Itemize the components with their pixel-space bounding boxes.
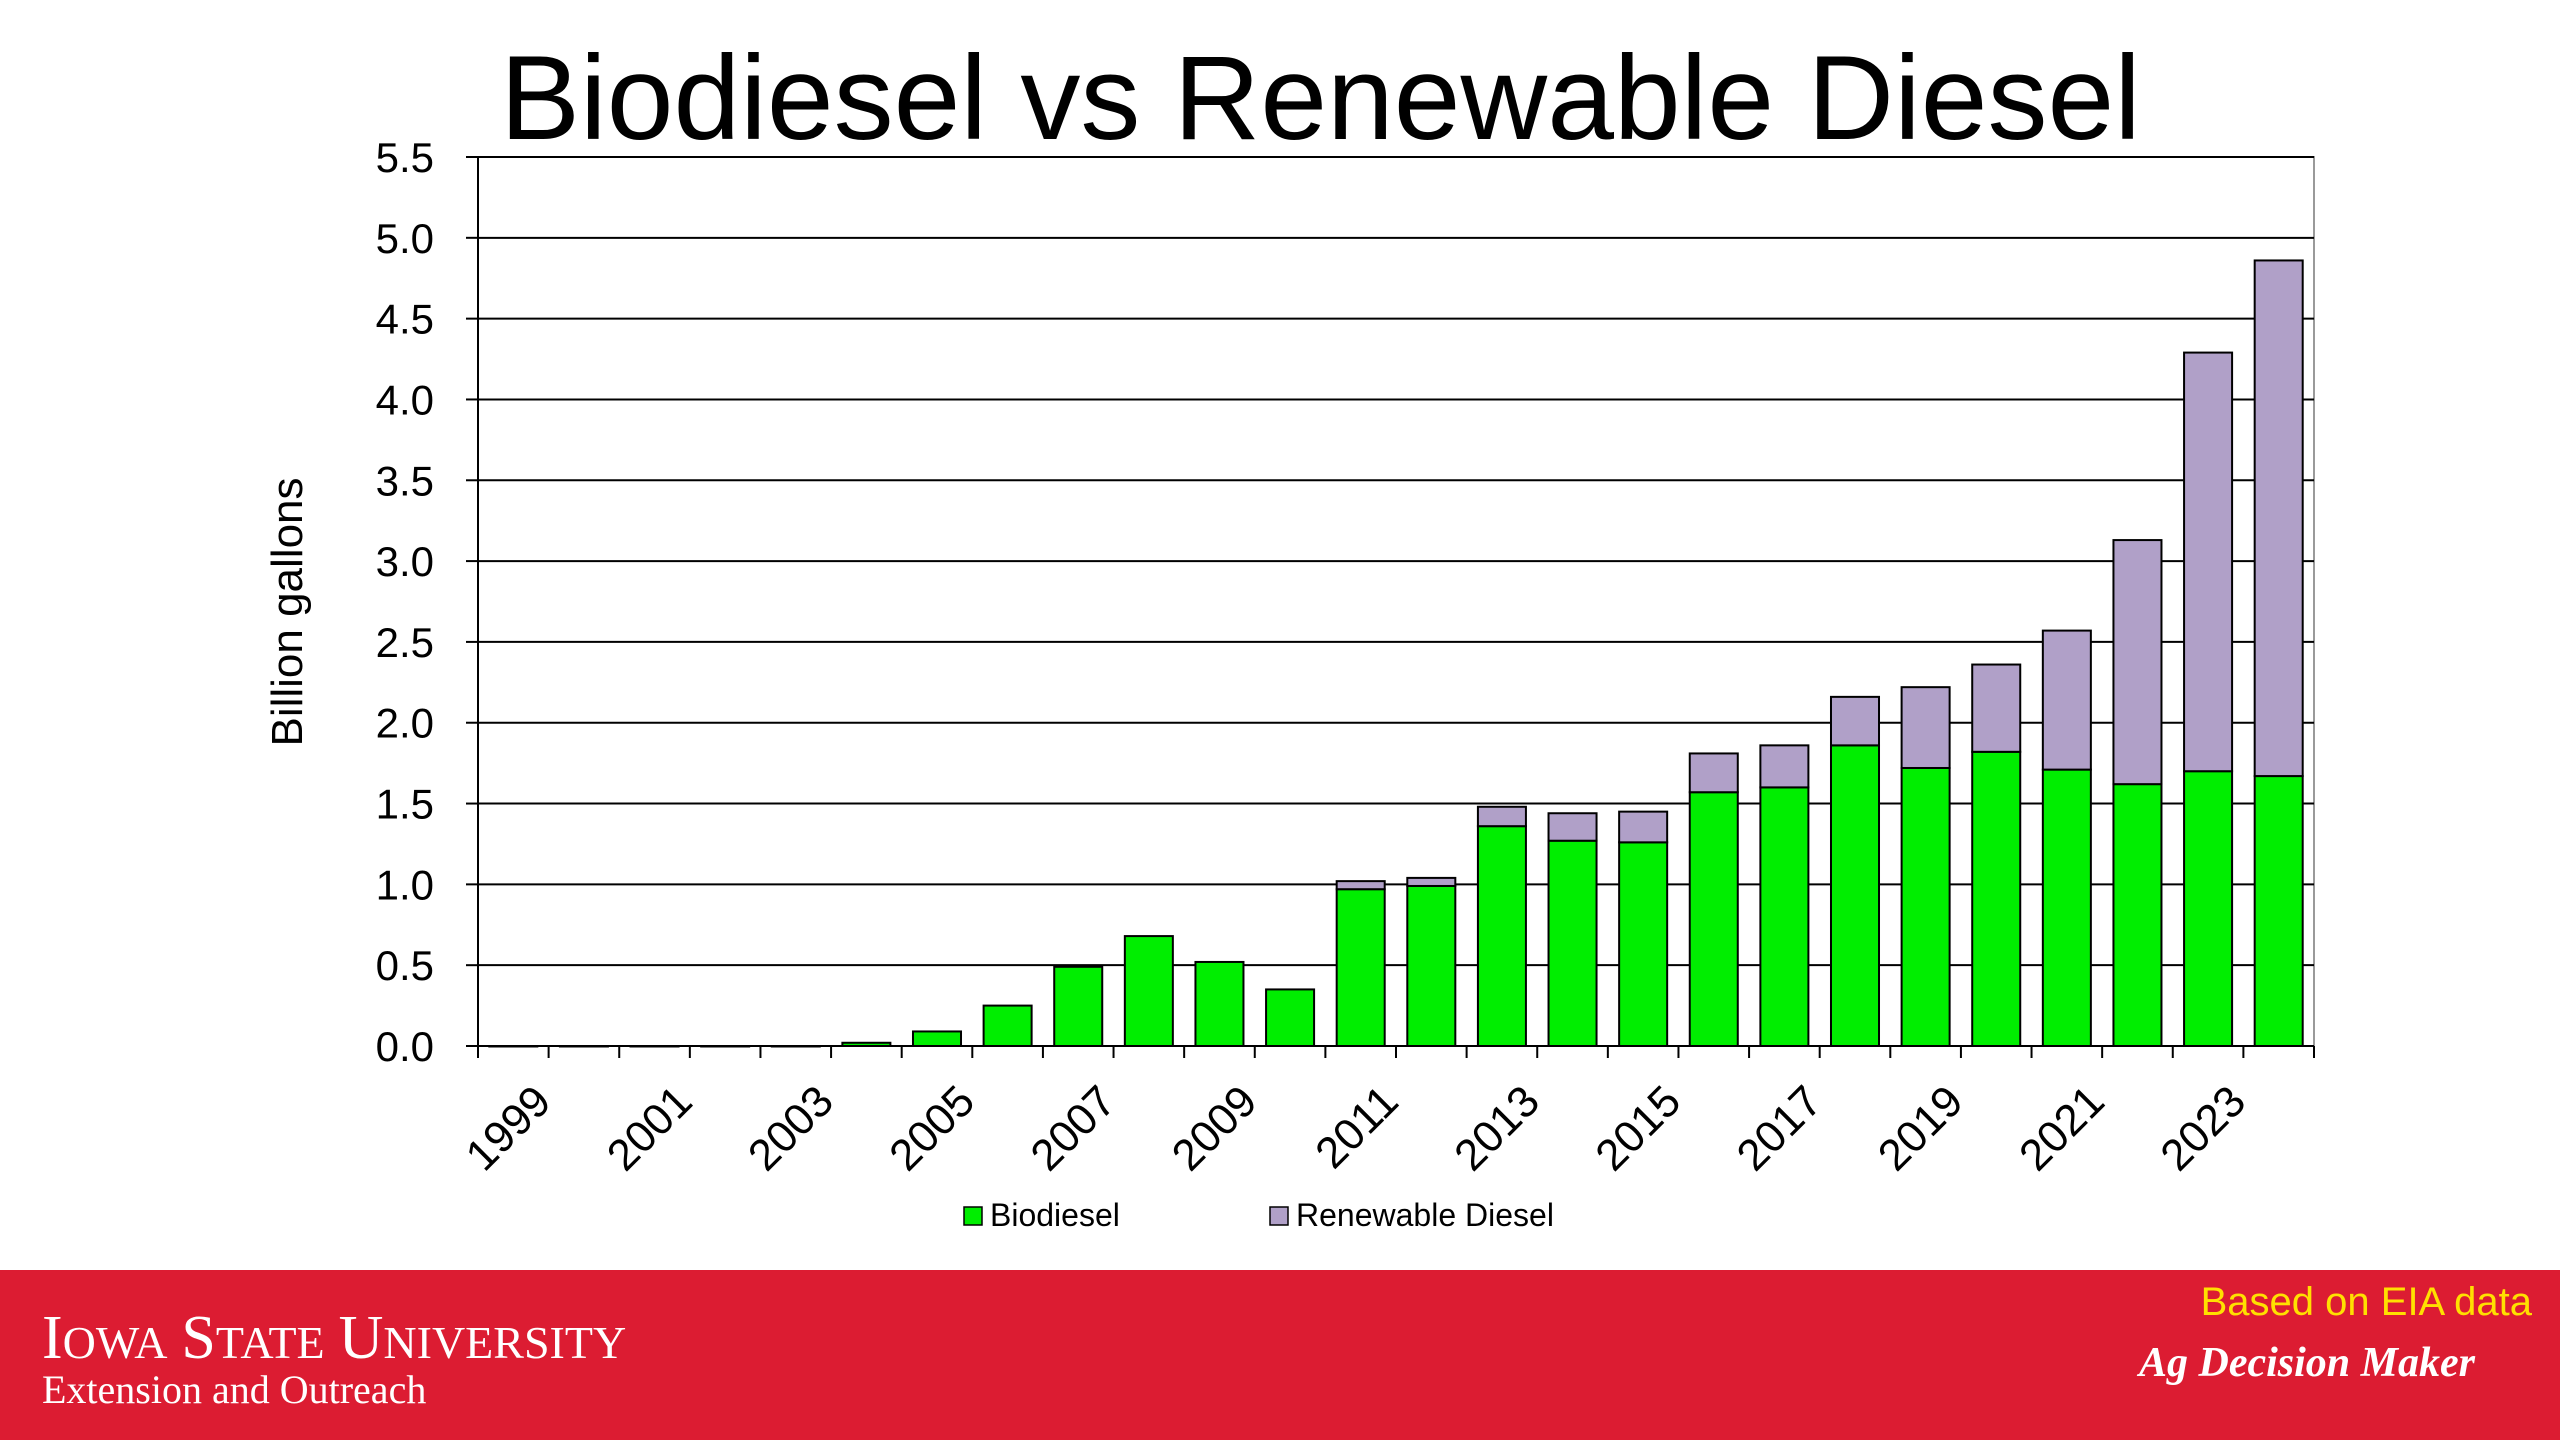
x-tick-label: 2009 xyxy=(1163,1076,1267,1180)
x-tick-label: 2005 xyxy=(880,1076,984,1180)
y-tick-label: 5.0 xyxy=(376,215,434,262)
bar-biodiesel-2024 xyxy=(2253,775,2304,1047)
legend-label-biodiesel: Biodiesel xyxy=(990,1197,1120,1233)
source-note: Based on EIA data xyxy=(2200,1280,2532,1324)
bar-group xyxy=(488,259,2304,1048)
y-tick-label: 0.5 xyxy=(376,942,434,989)
bar-biodiesel-2017 xyxy=(1759,786,1810,1048)
axes xyxy=(466,156,2315,1058)
bar-biodiesel-2018 xyxy=(1829,744,1881,1048)
bar-renewable-diesel-2022 xyxy=(2112,539,2163,786)
y-tick-label: 3.5 xyxy=(376,457,434,504)
org-name: IOWA STATE UNIVERSITY xyxy=(42,1304,627,1373)
footer-bar: IOWA STATE UNIVERSITY Extension and Outr… xyxy=(0,1270,2560,1440)
bar-biodiesel-2021 xyxy=(2041,768,2092,1047)
stacked-bar-chart: 0.0 0.5 1.0 1.5 2.0 2.5 3.0 3.5 4.0 4.5 5.0 5.5 199… xyxy=(263,134,2315,1233)
x-tick-label: 2017 xyxy=(1728,1076,1832,1180)
org-name-text: IOWA STATE UNIVERSITY xyxy=(42,1304,627,1372)
bar-biodiesel-2010 xyxy=(1265,988,1316,1047)
y-tick-label: 1.0 xyxy=(376,861,434,908)
y-tick-label: 1.5 xyxy=(376,781,434,828)
legend: Biodiesel Renewable Diesel xyxy=(963,1197,1554,1233)
bar-renewable-diesel-2016 xyxy=(1688,752,1739,794)
x-tick-label: 1999 xyxy=(457,1076,561,1180)
bar-renewable-diesel-2023 xyxy=(2183,351,2234,773)
bar-renewable-diesel-2018 xyxy=(1829,695,1881,747)
x-tick-label: 2013 xyxy=(1445,1076,1549,1180)
bar-biodiesel-2013 xyxy=(1476,825,1527,1048)
bar-biodiesel-2006 xyxy=(982,1004,1033,1047)
y-tick-label: 2.5 xyxy=(376,619,434,666)
brand-name: Ag Decision Maker xyxy=(2139,1340,2475,1386)
y-tick-label: 3.0 xyxy=(376,538,434,585)
bar-renewable-diesel-2019 xyxy=(1900,686,1951,769)
bar-renewable-diesel-2012 xyxy=(1406,876,1457,887)
slide-title: Biodiesel vs Renewable Diesel xyxy=(500,31,2141,165)
x-tick-label: 2007 xyxy=(1021,1076,1125,1180)
plot-frame xyxy=(477,156,2315,1047)
y-tick-label: 0.0 xyxy=(376,1023,434,1070)
legend-swatch-biodiesel xyxy=(963,1206,983,1226)
bar-biodiesel-2016 xyxy=(1688,791,1739,1047)
bar-biodiesel-2009 xyxy=(1194,960,1245,1048)
bar-biodiesel-2019 xyxy=(1900,766,1951,1048)
bar-biodiesel-2023 xyxy=(2183,770,2234,1048)
x-tick-label: 2015 xyxy=(1586,1076,1690,1180)
bar-renewable-diesel-2021 xyxy=(2041,629,2092,771)
org-subtitle: Extension and Outreach xyxy=(42,1367,427,1412)
x-tick-label: 2001 xyxy=(598,1076,702,1180)
y-tick-label: 5.5 xyxy=(376,134,434,181)
x-tick-label: 2023 xyxy=(2151,1076,2255,1180)
bar-renewable-diesel-2024 xyxy=(2253,259,2304,778)
bar-renewable-diesel-2017 xyxy=(1759,744,1810,789)
x-tick-label: 2019 xyxy=(1869,1076,1973,1180)
y-axis-label: Billion gallons xyxy=(263,477,312,746)
bar-renewable-diesel-2020 xyxy=(1971,663,2022,753)
x-tick-labels: 1999 2001 2003 2005 2007 2009 2011 2013 2015 2017… xyxy=(457,1076,2256,1180)
x-tick-label: 2011 xyxy=(1306,1076,1408,1178)
bar-biodiesel-2011 xyxy=(1335,888,1386,1047)
bar-biodiesel-2007 xyxy=(1053,965,1104,1047)
y-tick-labels: 0.0 0.5 1.0 1.5 2.0 2.5 3.0 3.5 4.0 4.5 5.0 5.5 xyxy=(376,134,434,1070)
bar-biodiesel-2005 xyxy=(911,1030,963,1048)
y-tick-label: 2.0 xyxy=(376,700,434,747)
gridlines xyxy=(477,156,2315,1047)
legend-swatch-renewable-diesel xyxy=(1269,1206,1289,1226)
bar-biodiesel-2020 xyxy=(1971,750,2022,1048)
bar-biodiesel-2012 xyxy=(1406,884,1457,1047)
bar-biodiesel-2022 xyxy=(2112,783,2163,1048)
bar-biodiesel-2014 xyxy=(1547,839,1598,1047)
bar-renewable-diesel-2013 xyxy=(1476,805,1527,828)
x-tick-label: 2021 xyxy=(2010,1076,2114,1180)
bar-biodiesel-2008 xyxy=(1123,935,1174,1048)
legend-label-renewable-diesel: Renewable Diesel xyxy=(1296,1197,1554,1233)
x-tick-label: 2003 xyxy=(739,1076,843,1180)
y-tick-label: 4.0 xyxy=(376,376,434,423)
bar-renewable-diesel-2014 xyxy=(1547,812,1598,842)
bar-biodiesel-2015 xyxy=(1618,841,1669,1048)
bar-renewable-diesel-2011 xyxy=(1335,880,1386,891)
y-tick-label: 4.5 xyxy=(376,296,434,343)
bar-renewable-diesel-2015 xyxy=(1618,810,1669,844)
